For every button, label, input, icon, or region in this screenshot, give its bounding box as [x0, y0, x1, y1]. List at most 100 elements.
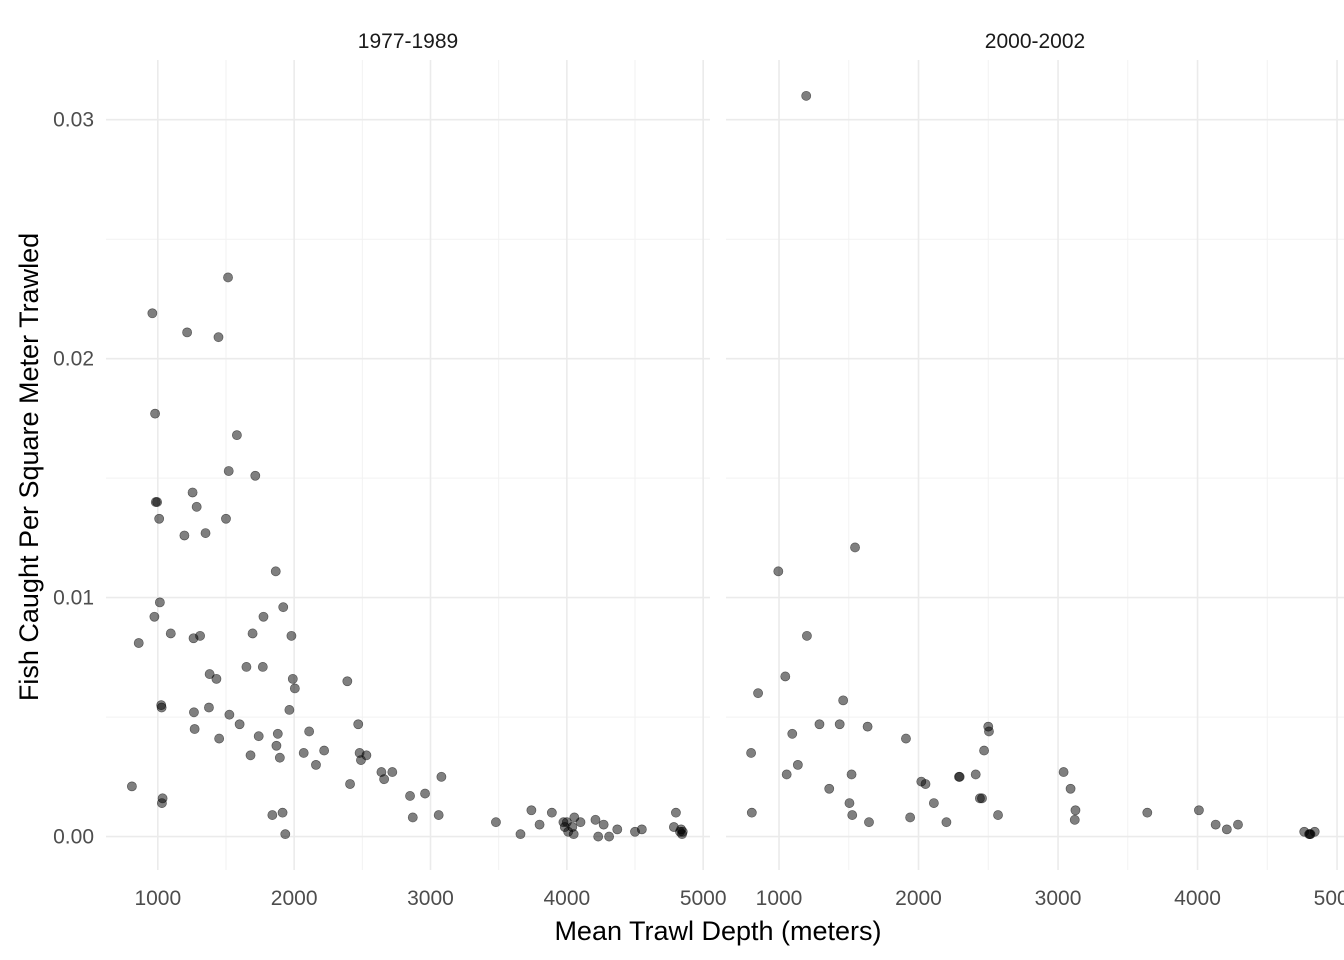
- data-point: [746, 748, 757, 758]
- x-axis-title: Mean Trawl Depth (meters): [554, 916, 881, 946]
- data-point: [1233, 819, 1243, 830]
- data-point: [271, 740, 282, 751]
- data-point: [277, 807, 288, 818]
- data-point: [575, 817, 586, 828]
- data-point: [241, 662, 252, 672]
- data-point: [746, 807, 757, 818]
- data-point: [179, 530, 190, 541]
- data-point: [1065, 783, 1076, 794]
- data-point: [280, 829, 291, 840]
- data-point: [787, 728, 798, 739]
- data-point: [221, 513, 231, 524]
- x-tick-label: 4000: [1174, 887, 1221, 910]
- data-point: [353, 719, 364, 730]
- data-point: [387, 767, 398, 777]
- data-point: [272, 728, 283, 739]
- data-point: [847, 810, 858, 820]
- data-point: [245, 750, 256, 761]
- x-tick-label: 5000: [1314, 887, 1344, 910]
- data-point: [250, 470, 261, 481]
- data-point: [862, 721, 873, 732]
- data-point: [984, 726, 994, 737]
- data-point: [773, 566, 784, 577]
- y-axis-ticks: 0.00 0.01 0.02 0.03: [53, 109, 94, 849]
- data-point: [753, 688, 763, 699]
- data-point: [214, 733, 225, 744]
- data-point: [304, 726, 315, 737]
- data-point: [189, 707, 199, 718]
- data-point: [534, 819, 545, 830]
- data-point: [515, 829, 526, 840]
- facet-panel-2: 2000-2002 1000 2000 3000 4000 5000: [726, 30, 1344, 910]
- data-point: [298, 748, 309, 758]
- data-point: [834, 719, 845, 730]
- data-point: [407, 812, 418, 823]
- data-point: [379, 774, 390, 785]
- x-tick-label: 2000: [271, 887, 318, 910]
- facet-strip-title: 2000-2002: [985, 30, 1085, 53]
- data-point: [824, 783, 835, 794]
- data-point: [792, 759, 803, 770]
- data-point: [612, 824, 623, 835]
- data-point: [1210, 819, 1221, 830]
- data-point: [187, 487, 198, 498]
- data-point: [156, 702, 167, 713]
- y-tick-label: 0.03: [53, 109, 94, 132]
- facet-strip-title: 1977-1989: [358, 30, 458, 53]
- data-point: [149, 611, 160, 622]
- data-point: [311, 759, 321, 770]
- y-axis-title: Fish Caught Per Square Meter Trawled: [14, 233, 44, 701]
- data-point: [941, 817, 952, 828]
- data-point: [289, 683, 300, 694]
- data-point: [436, 771, 447, 782]
- data-point: [420, 788, 430, 799]
- data-point: [150, 408, 160, 419]
- panels-layer: 1977-1989 1000 2000 3000 4000 5000 2000-2002 10…: [106, 30, 1344, 910]
- data-point: [801, 90, 812, 101]
- data-point: [247, 628, 258, 639]
- data-point: [526, 805, 537, 816]
- data-point: [593, 831, 604, 842]
- data-point: [267, 810, 278, 820]
- data-point: [979, 745, 989, 756]
- data-point: [182, 327, 193, 338]
- data-point: [954, 771, 965, 782]
- data-point: [213, 332, 224, 343]
- x-tick-label: 2000: [895, 887, 942, 910]
- data-point: [274, 752, 285, 763]
- data-point: [1069, 814, 1080, 825]
- data-point: [345, 779, 355, 789]
- data-point: [604, 831, 615, 842]
- data-point: [993, 810, 1003, 820]
- data-point: [195, 630, 205, 641]
- data-point: [1142, 807, 1153, 818]
- data-point: [223, 272, 233, 283]
- x-tick-label: 5000: [680, 887, 727, 910]
- data-point: [284, 705, 295, 715]
- data-point: [154, 597, 165, 608]
- data-point: [319, 745, 330, 756]
- data-point: [211, 673, 222, 684]
- data-point: [223, 466, 234, 476]
- data-point: [1194, 805, 1204, 816]
- data-point: [257, 662, 268, 672]
- data-point: [844, 798, 855, 808]
- x-tick-label: 3000: [407, 887, 454, 910]
- data-point: [253, 731, 264, 742]
- data-point: [802, 630, 812, 641]
- x-tick-label: 1000: [134, 887, 181, 910]
- data-point: [231, 430, 242, 441]
- x-tick-label: 4000: [543, 887, 590, 910]
- data-point: [405, 791, 415, 801]
- facet-panel-1: 1977-1989 1000 2000 3000 4000 5000: [106, 30, 727, 910]
- x-tick-label: 3000: [1035, 887, 1082, 910]
- data-point: [204, 669, 215, 679]
- data-point: [287, 673, 298, 684]
- data-point: [1058, 767, 1069, 777]
- data-point: [920, 779, 931, 789]
- data-point: [258, 611, 269, 622]
- data-point: [147, 308, 158, 319]
- data-point: [234, 719, 245, 730]
- data-point: [1221, 824, 1232, 835]
